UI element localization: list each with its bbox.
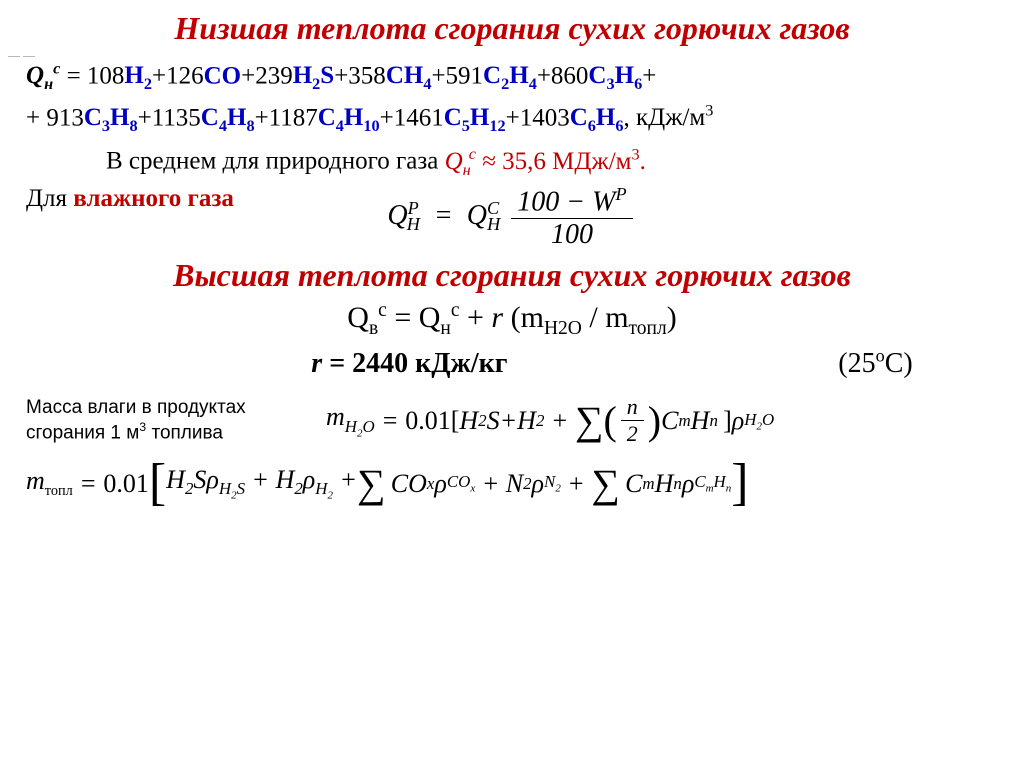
moisture-mass-caption: Масса влаги в продуктах сгорания 1 м3 то… [26, 396, 286, 445]
r-value-line: r = 2440 кДж/кг (25oС) [26, 346, 998, 380]
title-higher-heat: Высшая теплота сгорания сухих горючих га… [26, 257, 998, 294]
title-lower-heat: Низшая теплота сгорания сухих горючих га… [26, 10, 998, 47]
m-fuel-equation: mтопл = 0.01[ H2SρH2S + H2ρH2 + ∑ COxρCO… [26, 465, 998, 502]
unit-kj-m3: кДж/м3 [636, 104, 713, 131]
avg-text: В среднем для природного газа Qнс ≈ 35,6… [26, 142, 998, 182]
artefact: — — [8, 48, 35, 63]
q-formula-line2: + 913C3H8+1135C4H8+1187C4H10+1461C5H12+1… [26, 99, 998, 139]
higher-heat-equation: Qвс = Qнс + r (mH2O / mтопл) [26, 300, 998, 340]
m-h2o-equation: mH2O = 0.01[H2S + H2 + ∑ (n2)CmHn ]ρH2O [326, 394, 774, 447]
q-formula-line1: Qнс = 108H2+126CO+239H2S+358CH4+591C2H4+… [26, 57, 998, 97]
